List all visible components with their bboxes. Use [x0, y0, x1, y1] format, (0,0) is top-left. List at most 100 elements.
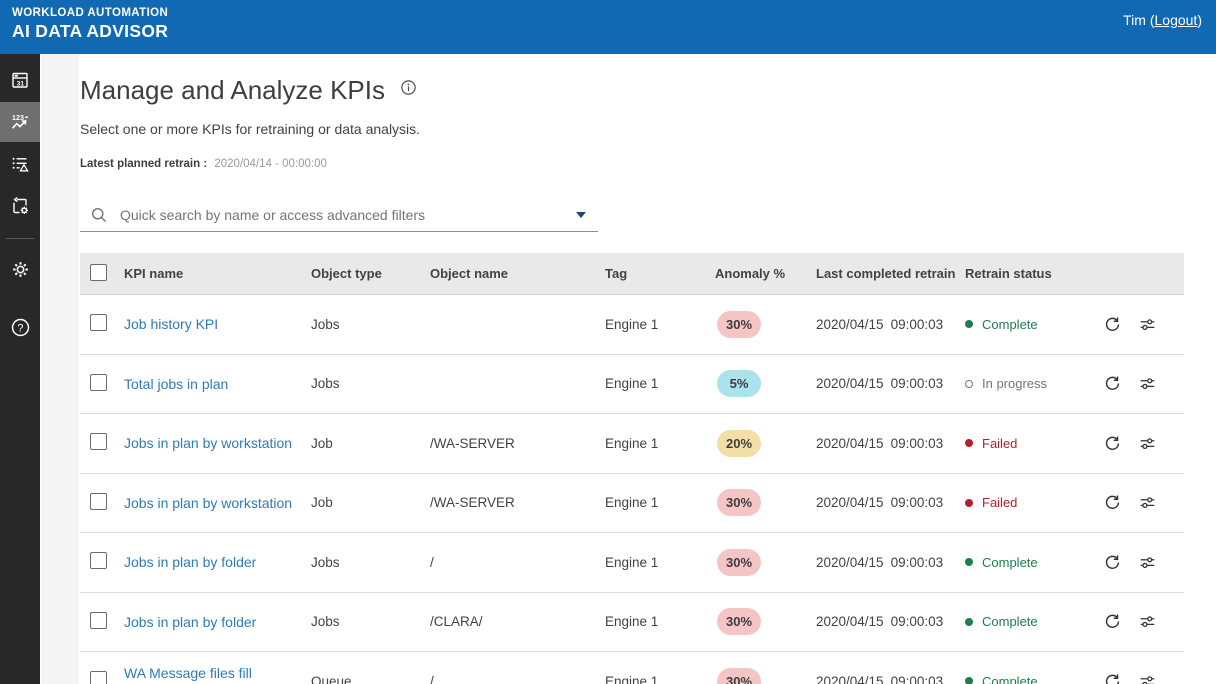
tag-cell: Engine 1: [605, 376, 659, 392]
app-name: AI DATA ADVISOR: [12, 21, 169, 42]
help-icon: ?: [10, 317, 31, 338]
retrain-date: 2020/04/15: [816, 316, 884, 332]
latest-retrain: Latest planned retrain : 2020/04/14 - 00…: [80, 158, 1216, 171]
status-dot: [965, 677, 973, 684]
kpi-name-link[interactable]: Job history KPI: [124, 316, 219, 333]
status-dot: [965, 379, 973, 388]
col-object-name: Object name: [430, 266, 509, 281]
table-row: WA Message files fill percentile Queue /…: [80, 652, 1184, 684]
page-subtitle: Select one or more KPIs for retraining o…: [80, 121, 421, 137]
sidebar-item-plan-settings[interactable]: [0, 186, 40, 226]
tag-cell: Engine 1: [605, 673, 659, 684]
anomaly-badge: 30%: [717, 608, 761, 636]
status-label: Complete: [982, 316, 1038, 332]
user-name: Tim (: [1123, 12, 1155, 28]
row-checkbox[interactable]: [90, 492, 107, 510]
anomaly-badge: 30%: [717, 310, 761, 338]
object-type-cell: Jobs: [311, 376, 340, 392]
brand: WORKLOAD AUTOMATION AI DATA ADVISOR: [12, 7, 168, 41]
retrain-time: 09:00:03: [890, 614, 944, 630]
tune-sliders-icon[interactable]: [1139, 613, 1156, 630]
tune-sliders-icon[interactable]: [1139, 375, 1156, 392]
tune-sliders-icon[interactable]: [1139, 435, 1156, 452]
retrain-date: 2020/04/15: [816, 614, 884, 630]
main-content: Manage and Analyze KPIs Select one or mo…: [79, 54, 1216, 684]
row-checkbox[interactable]: [90, 552, 107, 570]
retrain-refresh-icon[interactable]: [1104, 554, 1121, 571]
retrain-date: 2020/04/15: [816, 673, 884, 684]
row-checkbox[interactable]: [90, 671, 107, 684]
info-icon[interactable]: [400, 79, 417, 101]
kpi-name-link[interactable]: Jobs in plan by folder: [124, 613, 257, 630]
tune-sliders-icon[interactable]: [1139, 673, 1156, 684]
row-checkbox[interactable]: [90, 433, 107, 451]
kpi-name-link[interactable]: Jobs in plan by workstation: [124, 494, 293, 511]
tune-sliders-icon[interactable]: [1139, 316, 1156, 333]
user-name-suffix: ): [1197, 12, 1202, 28]
kpi-name-link[interactable]: Jobs in plan by workstation: [124, 435, 293, 452]
row-checkbox[interactable]: [90, 611, 107, 629]
tune-sliders-icon[interactable]: [1139, 494, 1156, 511]
kpi-name-link[interactable]: Total jobs in plan: [124, 375, 229, 392]
sidebar-item-dashboard[interactable]: 31: [0, 60, 40, 100]
status-label: Complete: [982, 614, 1038, 630]
anomaly-badge: 30%: [717, 489, 761, 517]
retrain-refresh-icon[interactable]: [1104, 613, 1121, 630]
status-dot: [965, 439, 973, 448]
alerts-list-icon: [10, 154, 30, 174]
search-input[interactable]: [118, 205, 576, 224]
row-checkbox[interactable]: [90, 373, 107, 391]
table-row: Jobs in plan by workstation Job /WA-SERV…: [80, 414, 1184, 474]
object-name-cell: /: [430, 673, 434, 684]
retrain-refresh-icon[interactable]: [1104, 375, 1121, 392]
latest-retrain-label: Latest planned retrain :: [80, 158, 208, 170]
object-type-cell: Queue: [311, 673, 352, 684]
table-row: Job history KPI Jobs Engine 1 30% 2020/0…: [80, 295, 1184, 355]
anomaly-badge: 30%: [717, 667, 761, 684]
retrain-time: 09:00:03: [890, 376, 944, 392]
object-type-cell: Job: [311, 435, 333, 451]
retrain-time: 09:00:03: [890, 435, 944, 451]
retrain-refresh-icon[interactable]: [1104, 494, 1121, 511]
retrain-refresh-icon[interactable]: [1104, 316, 1121, 333]
row-checkbox[interactable]: [90, 314, 107, 332]
object-name-cell: /: [430, 554, 434, 570]
svg-text:31: 31: [17, 80, 25, 87]
retrain-time: 09:00:03: [890, 554, 944, 570]
status-dot: [965, 617, 973, 626]
kpi-table: KPI name Object type Object name Tag Ano…: [80, 253, 1184, 684]
object-type-cell: Jobs: [311, 614, 340, 630]
table-row: Jobs in plan by workstation Job /WA-SERV…: [80, 473, 1184, 533]
col-last-retrain: Last completed retrain: [816, 266, 956, 281]
sidebar-item-settings[interactable]: [0, 249, 40, 289]
retrain-date: 2020/04/15: [816, 435, 884, 451]
page-title: Manage and Analyze KPIs: [80, 75, 385, 105]
retrain-time: 09:00:03: [890, 495, 944, 511]
status-label: In progress: [982, 376, 1048, 392]
top-bar: WORKLOAD AUTOMATION AI DATA ADVISOR Tim …: [0, 0, 1216, 54]
anomaly-badge: 30%: [717, 548, 761, 576]
retrain-refresh-icon[interactable]: [1104, 435, 1121, 452]
dropdown-caret-icon[interactable]: [576, 211, 586, 218]
object-name-cell: /WA-SERVER: [430, 495, 515, 511]
logout-link[interactable]: Logout: [1154, 12, 1198, 28]
table-row: Jobs in plan by folder Jobs /CLARA/ Engi…: [80, 592, 1184, 652]
sidebar-item-kpi-advisor[interactable]: 123: [0, 102, 40, 142]
sidebar-item-help[interactable]: ?: [0, 307, 40, 347]
sidebar-divider: [6, 238, 34, 239]
tag-cell: Engine 1: [605, 495, 659, 511]
kpi-name-link[interactable]: WA Message files fill percentile: [124, 665, 252, 684]
latest-retrain-value: 2020/04/14 - 00:00:00: [214, 158, 327, 170]
retrain-refresh-icon[interactable]: [1104, 673, 1121, 684]
tag-cell: Engine 1: [605, 554, 659, 570]
select-all-checkbox[interactable]: [90, 263, 107, 281]
sidebar: 31 123: [0, 54, 40, 684]
table-row: Total jobs in plan Jobs Engine 1 5% 2020…: [80, 354, 1184, 414]
kpi-name-link[interactable]: Jobs in plan by folder: [124, 554, 257, 571]
tune-sliders-icon[interactable]: [1139, 554, 1156, 571]
retrain-date: 2020/04/15: [816, 376, 884, 392]
anomaly-badge: 5%: [717, 370, 761, 398]
object-name-cell: /CLARA/: [430, 614, 483, 630]
sidebar-item-alerts[interactable]: [0, 144, 40, 184]
